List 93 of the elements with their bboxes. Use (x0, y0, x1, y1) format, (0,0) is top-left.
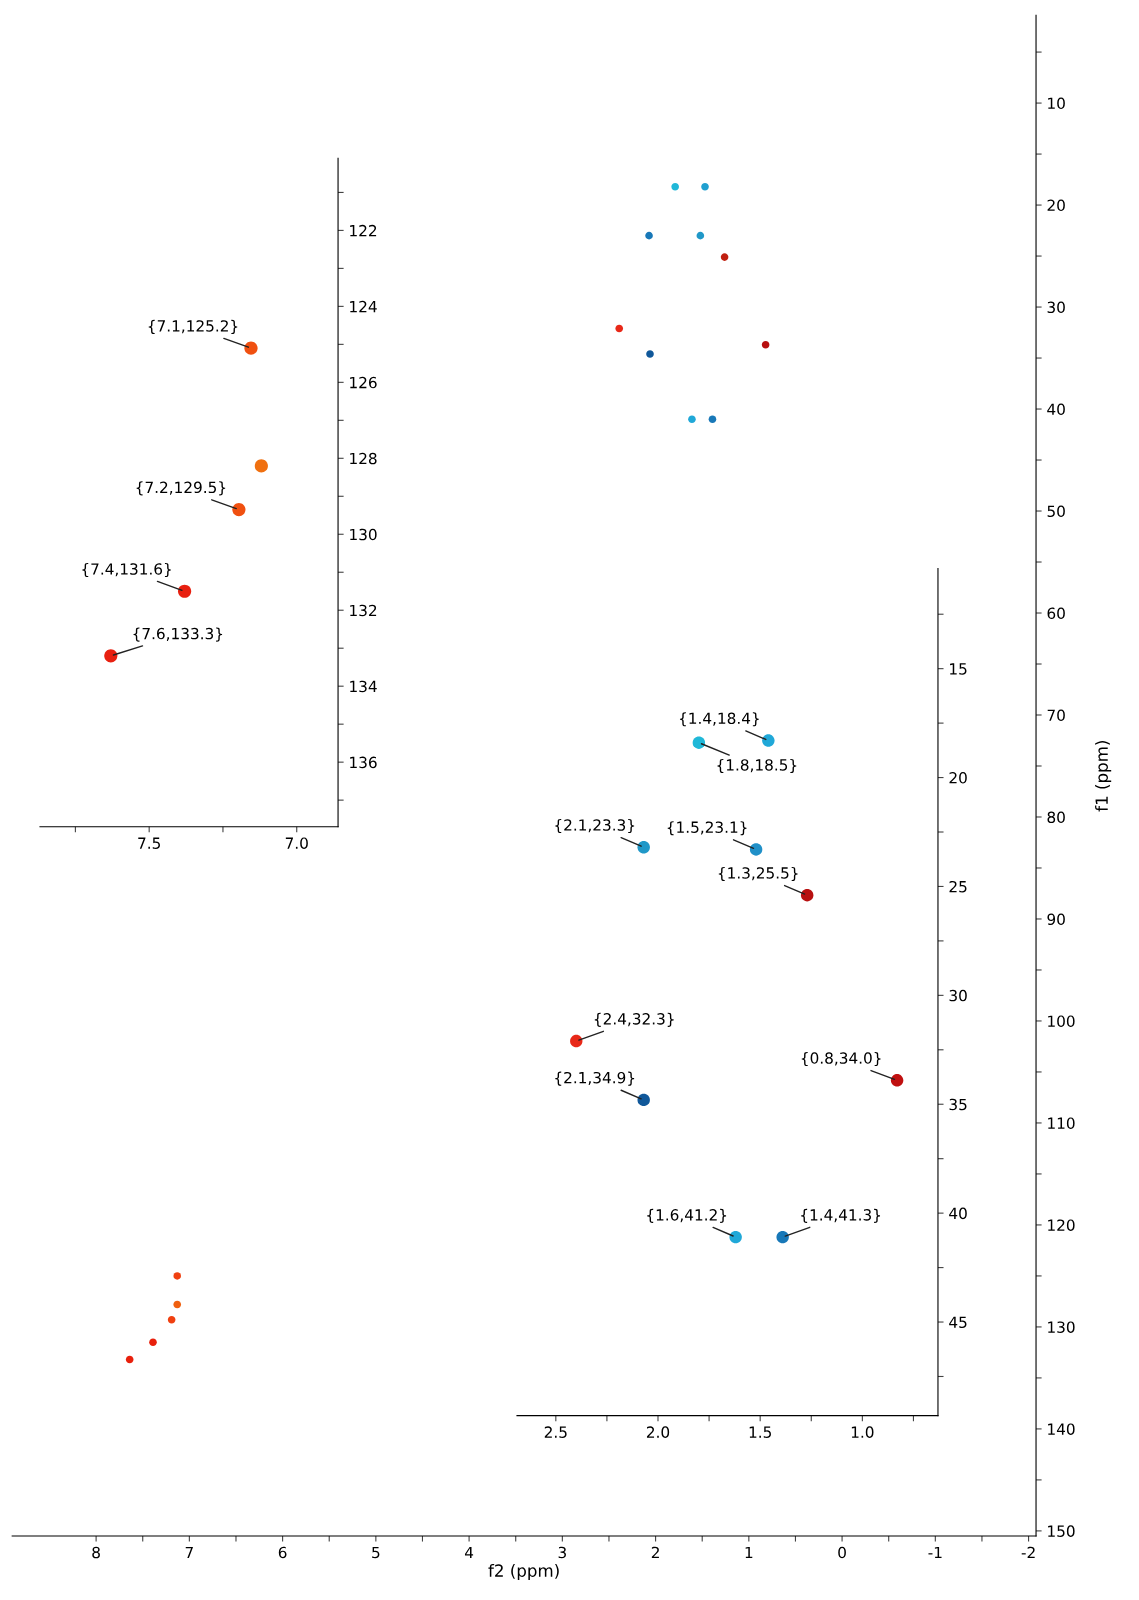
x-tick-label: -1 (928, 1546, 942, 1559)
y-tick-label: 136 (350, 756, 377, 769)
annotation: {1.4,18.4} (679, 712, 759, 727)
point (570, 1034, 583, 1048)
x-tick-label: 1 (745, 1546, 753, 1559)
annotation: {2.1,34.9} (555, 1071, 635, 1086)
x-tick-label: 7.0 (285, 837, 308, 849)
point (701, 182, 709, 191)
point (615, 324, 624, 333)
point (645, 231, 653, 240)
x-tick-label: 1.5 (749, 1426, 771, 1438)
x-tick-label: 7 (185, 1546, 193, 1559)
annotation: {1.3,25.5} (718, 866, 798, 881)
annotation: {0.8,34.0} (801, 1052, 881, 1067)
y-tick-label: 80 (1047, 811, 1065, 824)
point (244, 341, 258, 355)
y-tick-label: 110 (1048, 1117, 1075, 1129)
y-tick-label: 132 (350, 604, 377, 617)
point (890, 1074, 904, 1087)
point (761, 340, 770, 349)
x-tick-label: 3 (558, 1546, 566, 1559)
y-tick-label: 40 (1047, 403, 1065, 416)
point (178, 584, 192, 598)
annotation: {2.1,23.3} (555, 818, 635, 834)
y-tick-label: 35 (949, 1098, 967, 1111)
y-tick-label: 45 (949, 1316, 967, 1329)
point (637, 841, 650, 854)
annotation: {1.6,41.2} (647, 1208, 727, 1223)
y-tick-label: 20 (1047, 199, 1065, 212)
y-tick-label: 124 (350, 300, 377, 313)
point (720, 253, 729, 261)
point (637, 1093, 650, 1107)
y-axis-title: f1 (ppm) (1095, 741, 1112, 812)
point (671, 182, 679, 191)
annotation: {1.5,23.1} (667, 821, 747, 836)
y-tick-label: 10 (1048, 97, 1065, 110)
point (729, 1230, 742, 1244)
x-tick-label: 2 (651, 1546, 659, 1559)
annotation: {7.6,133.3} (133, 627, 223, 642)
point (776, 1230, 789, 1244)
y-tick-label: 100 (1048, 1015, 1075, 1027)
annotation: {1.8,18.5} (717, 758, 797, 773)
y-tick-label: 30 (949, 989, 967, 1002)
point (125, 1355, 134, 1364)
x-tick-label: 4 (464, 1546, 474, 1559)
point (762, 734, 775, 747)
y-tick-label: 128 (350, 452, 377, 465)
point (688, 415, 696, 424)
x-tick-label: 2.0 (646, 1426, 670, 1438)
point (167, 1315, 176, 1324)
annotation: {7.1,125.2} (148, 319, 238, 334)
point (232, 502, 246, 517)
point (696, 231, 705, 240)
y-tick-label: 122 (350, 224, 377, 237)
y-tick-label: 20 (949, 772, 967, 784)
y-tick-label: 15 (950, 663, 967, 675)
y-tick-label: 130 (350, 528, 377, 541)
annotation: {1.4,41.3} (801, 1208, 881, 1223)
annotation: {2.4,32.3} (594, 1012, 674, 1027)
x-tick-label: 8 (92, 1546, 100, 1559)
y-tick-label: 150 (1048, 1525, 1075, 1537)
x-tick-label: 6 (278, 1546, 287, 1559)
point (800, 888, 814, 902)
point (708, 415, 717, 424)
point (173, 1300, 182, 1309)
x-tick-label: 5 (372, 1546, 380, 1559)
y-tick-label: 134 (350, 680, 377, 693)
y-tick-label: 50 (1047, 505, 1065, 518)
point (692, 736, 706, 749)
y-tick-label: 60 (1047, 607, 1065, 620)
y-tick-label: 140 (1048, 1423, 1075, 1435)
point (149, 1338, 157, 1347)
x-tick-label: 7.5 (138, 837, 160, 849)
y-tick-label: 70 (1047, 709, 1065, 722)
annotation: {7.4,131.6} (82, 562, 171, 578)
point (749, 843, 763, 856)
y-tick-label: 126 (350, 376, 377, 389)
y-tick-label: 25 (949, 880, 967, 893)
x-tick-label: 2.5 (544, 1426, 567, 1438)
point (254, 459, 268, 473)
x-tick-label: 0 (838, 1546, 846, 1559)
y-tick-label: 40 (949, 1207, 967, 1220)
y-tick-label: 120 (1048, 1219, 1075, 1231)
y-tick-label: 90 (1047, 913, 1065, 925)
x-tick-label: 1.0 (851, 1426, 874, 1438)
annotation: {7.2,129.5} (136, 481, 226, 496)
y-tick-label: 130 (1048, 1321, 1075, 1333)
y-tick-label: 30 (1047, 301, 1065, 314)
point (173, 1272, 182, 1280)
point (104, 649, 118, 663)
x-axis-title: f2 (ppm) (488, 1563, 559, 1581)
x-tick-label: -2 (1021, 1546, 1035, 1559)
point (646, 350, 654, 358)
